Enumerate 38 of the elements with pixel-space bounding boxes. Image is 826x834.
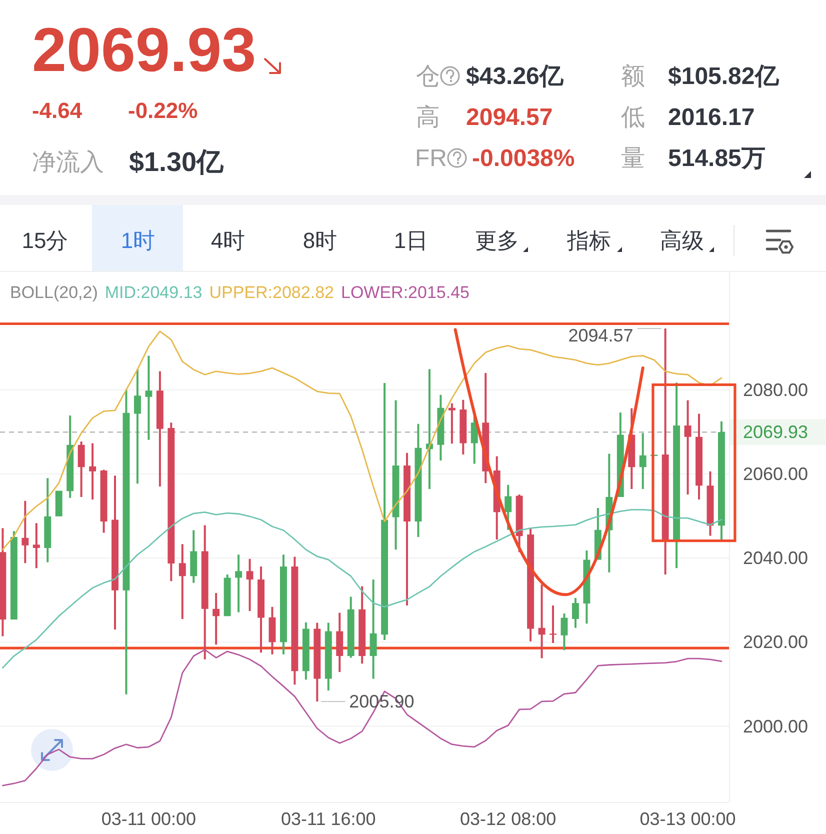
- legend: BOLL(20,2) MID:2049.13 UPPER:2082.82 LOWER:2015.45: [10, 283, 470, 302]
- text: 2069.93: [32, 16, 256, 85]
- text: $1.30亿: [129, 147, 225, 177]
- y-tick-label: 2000.00: [743, 716, 808, 736]
- text: 2016.17: [668, 104, 755, 131]
- text: -0.22%: [128, 98, 198, 123]
- text: 高级: [660, 228, 704, 253]
- text: 1时: [120, 228, 156, 253]
- text: $105.82亿: [668, 63, 780, 90]
- text: 高: [416, 104, 440, 131]
- text: 1日: [394, 228, 428, 253]
- text: 指标: [566, 228, 611, 253]
- text: 额: [621, 63, 645, 90]
- text: 2094.57: [466, 104, 553, 131]
- text: 15分: [22, 228, 68, 253]
- y-tick-label: 2080.00: [743, 380, 808, 400]
- x-tick-label: 03-11 00:00: [101, 809, 196, 829]
- annotation: 2094.57: [568, 325, 634, 346]
- text: -0.0038%: [472, 145, 575, 172]
- x-tick-label: 03-12 08:00: [460, 809, 556, 829]
- text: 4时: [210, 228, 246, 253]
- y-tick-label: 2020.00: [743, 632, 808, 652]
- text: -4.64: [32, 98, 83, 123]
- text: 更多: [475, 228, 519, 253]
- current-price-tag: 2069.93: [730, 419, 826, 446]
- text: 净流入: [32, 149, 104, 176]
- y-tick-label: 2060.00: [743, 464, 808, 484]
- extreme-value-label: 2094.57: [568, 326, 662, 346]
- text: 低: [621, 104, 645, 131]
- text: 514.85万: [668, 145, 766, 172]
- text: FR: [415, 145, 447, 172]
- y-tick-label: 2040.00: [743, 548, 808, 568]
- text: 仓: [416, 63, 440, 90]
- text: $43.26亿: [466, 63, 564, 90]
- x-tick-label: 03-11 16:00: [281, 809, 376, 829]
- text: 8时: [302, 228, 338, 253]
- x-tick-label: 03-13 00:00: [640, 809, 736, 829]
- text: 量: [621, 145, 645, 172]
